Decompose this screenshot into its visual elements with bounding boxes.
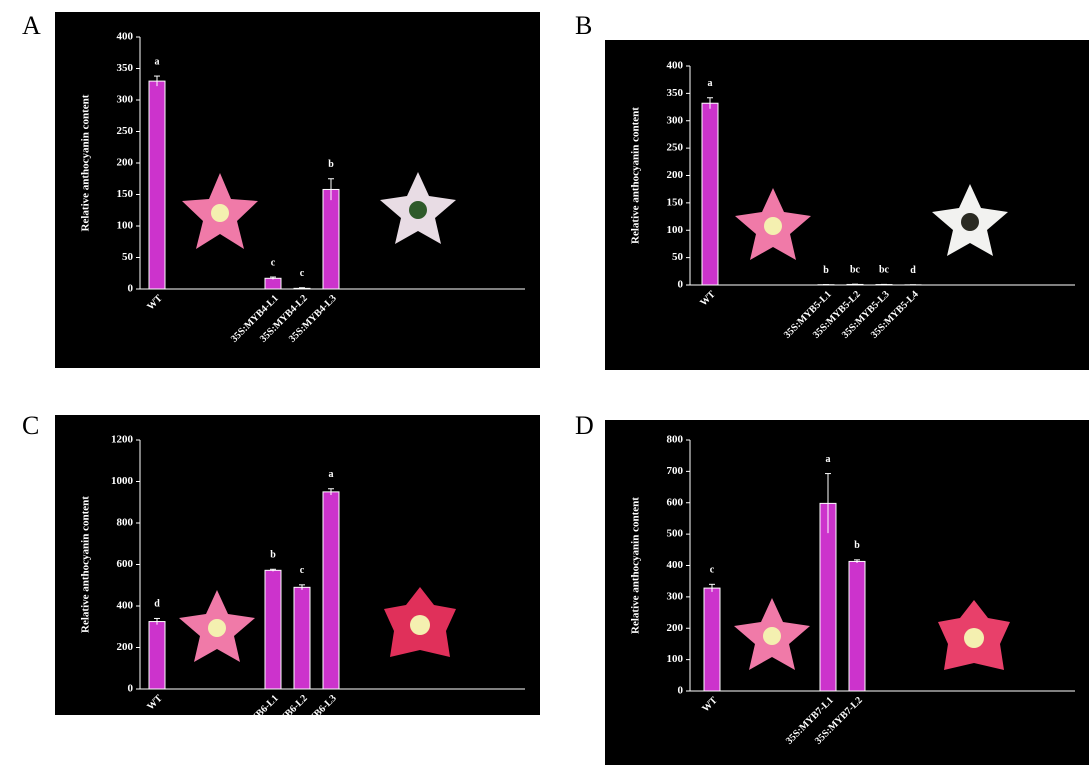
y-tick-label: 500 (667, 528, 684, 540)
flower-center (208, 619, 226, 637)
significance-letter: a (826, 454, 831, 465)
y-tick-label: 800 (117, 517, 134, 529)
bar (849, 561, 865, 691)
y-tick-label: 200 (667, 622, 684, 634)
flower-center (764, 217, 782, 235)
y-tick-label: 100 (667, 224, 684, 236)
significance-letter: d (154, 599, 160, 610)
y-axis-label: Relative anthocyanin content (80, 94, 92, 231)
y-tick-label: 800 (667, 434, 684, 446)
bar (265, 570, 281, 689)
y-tick-label: 0 (678, 279, 684, 291)
y-tick-label: 250 (117, 125, 134, 137)
significance-letter: b (328, 159, 334, 170)
bar (323, 189, 339, 289)
y-axis-label: Relative anthocyanin content (630, 107, 642, 244)
panel-label: D (575, 411, 594, 440)
y-tick-label: 200 (117, 641, 134, 653)
significance-letter: a (708, 78, 713, 89)
y-tick-label: 250 (667, 142, 684, 154)
bar (265, 278, 281, 289)
y-tick-label: 350 (667, 87, 684, 99)
flower-center (409, 201, 427, 219)
bar (702, 103, 718, 285)
y-tick-label: 700 (667, 465, 684, 477)
panel-label: A (22, 11, 41, 40)
bar (149, 622, 165, 689)
significance-letter: c (300, 565, 305, 576)
y-tick-label: 50 (122, 251, 134, 263)
y-tick-label: 150 (667, 196, 684, 208)
y-axis-label: Relative anthocyanin content (630, 497, 642, 634)
y-tick-label: 300 (117, 94, 134, 106)
y-tick-label: 600 (117, 558, 134, 570)
significance-letter: bc (879, 265, 890, 276)
y-tick-label: 0 (678, 685, 684, 697)
y-tick-label: 0 (128, 283, 134, 295)
y-tick-label: 0 (128, 683, 134, 695)
significance-letter: a (329, 469, 334, 480)
y-axis-label: Relative anthocyanin content (80, 496, 92, 633)
bar (294, 587, 310, 689)
significance-letter: b (270, 550, 276, 561)
y-tick-label: 200 (667, 169, 684, 181)
flower-center (410, 615, 430, 635)
flower-center (211, 204, 229, 222)
flower-center (961, 213, 979, 231)
y-tick-label: 100 (117, 220, 134, 232)
significance-letter: b (823, 265, 829, 276)
y-tick-label: 400 (117, 31, 134, 43)
y-tick-label: 350 (117, 62, 134, 74)
flower-center (763, 627, 781, 645)
panel-label: B (575, 11, 592, 40)
y-tick-label: 200 (117, 157, 134, 169)
y-tick-label: 150 (117, 188, 134, 200)
bar (149, 81, 165, 289)
y-tick-label: 100 (667, 653, 684, 665)
y-tick-label: 600 (667, 496, 684, 508)
y-tick-label: 1200 (111, 434, 134, 446)
bar (323, 492, 339, 689)
y-tick-label: 400 (667, 559, 684, 571)
y-tick-label: 1000 (111, 475, 134, 487)
bar (704, 588, 720, 691)
flower-center (964, 628, 984, 648)
y-tick-label: 400 (117, 600, 134, 612)
significance-letter: d (910, 265, 916, 276)
significance-letter: a (155, 56, 160, 67)
significance-letter: bc (850, 264, 861, 275)
significance-letter: c (710, 565, 715, 576)
significance-letter: b (854, 540, 860, 551)
y-tick-label: 50 (672, 251, 684, 263)
significance-letter: c (300, 268, 305, 279)
y-tick-label: 300 (667, 114, 684, 126)
significance-letter: c (271, 257, 276, 268)
panel-label: C (22, 411, 39, 440)
y-tick-label: 400 (667, 60, 684, 72)
y-tick-label: 300 (667, 590, 684, 602)
figure: A 0 50 100 150 200 250 300 350 400 Relative anthoc… (0, 0, 1089, 770)
